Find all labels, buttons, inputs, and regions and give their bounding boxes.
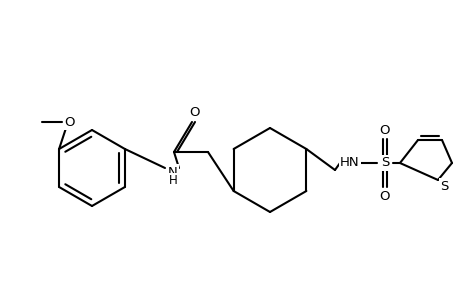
Text: O: O [65, 116, 75, 128]
Text: N: N [168, 166, 178, 178]
Text: S: S [380, 157, 388, 169]
Text: O: O [190, 106, 200, 119]
Text: O: O [379, 190, 389, 202]
Text: O: O [379, 124, 389, 136]
Text: S: S [439, 179, 448, 193]
Text: H: H [168, 175, 177, 188]
Text: HN: HN [340, 157, 359, 169]
